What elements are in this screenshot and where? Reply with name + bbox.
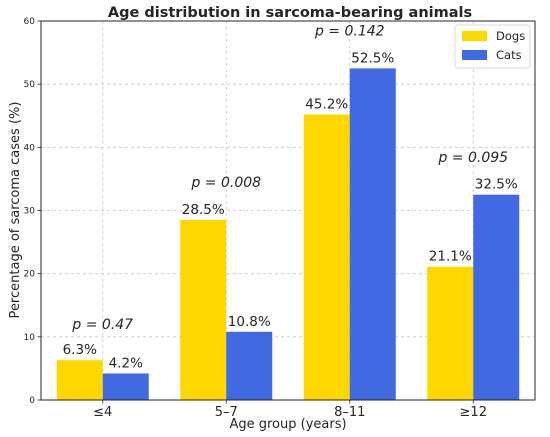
p-value-annotation-3: p = 0.095 (437, 150, 508, 166)
data-label-dogs-3: 21.1% (429, 249, 472, 265)
x-tick-label: ≥12 (460, 405, 487, 420)
data-labels: 6.3% 4.2% 28.5% 10.8% 45.2% 52.5% 21.1% 32.5% (63, 50, 518, 371)
bar-dogs-2 (303, 114, 350, 400)
p-value-annotation-2: p = 0.142 (314, 23, 385, 39)
data-label-cats-0: 4.2% (109, 355, 143, 371)
data-label-dogs-2: 45.2% (305, 96, 348, 112)
bar-dogs-1 (180, 219, 227, 400)
legend-label-dogs: Dogs (496, 29, 525, 43)
bars (56, 68, 520, 400)
bar-cats-0 (102, 373, 149, 400)
chart-title: Age distribution in sarcoma-bearing anim… (108, 5, 472, 21)
x-axis-label: Age group (years) (229, 417, 346, 432)
legend: Dogs Cats (454, 24, 531, 69)
bar-cats-1 (226, 331, 273, 400)
x-tick-label: 5–7 (215, 405, 238, 420)
x-tick-label: 8–11 (334, 405, 365, 420)
data-label-dogs-0: 6.3% (63, 342, 97, 358)
data-label-cats-2: 52.5% (351, 50, 394, 66)
grid (41, 21, 535, 400)
bar-dogs-0 (56, 360, 103, 400)
y-tick-label: 10 (24, 333, 36, 343)
x-tick-label: ≤4 (93, 405, 112, 420)
data-label-cats-3: 32.5% (475, 177, 518, 193)
x-axis-ticks: ≤4 5–7 8–11 ≥12 (93, 400, 487, 420)
legend-swatch-cats (462, 50, 487, 60)
bar-cats-2 (349, 68, 396, 400)
p-value-annotation-0: p = 0.47 (71, 317, 133, 333)
y-tick-label: 20 (24, 270, 36, 280)
y-tick-label: 0 (29, 396, 35, 406)
data-label-dogs-1: 28.5% (182, 202, 225, 218)
y-tick-label: 40 (24, 143, 36, 153)
y-axis-ticks: 0 10 20 30 40 50 60 (24, 17, 41, 406)
annotations: p = 0.47 p = 0.008 p = 0.142 p = 0.095 (71, 23, 508, 333)
p-value-annotation-1: p = 0.008 (190, 175, 261, 191)
legend-swatch-dogs (462, 31, 487, 41)
y-tick-label: 30 (24, 207, 36, 217)
bar-cats-3 (473, 194, 520, 400)
data-label-cats-1: 10.8% (228, 314, 271, 330)
y-tick-label: 60 (24, 17, 36, 27)
bar-dogs-3 (427, 266, 474, 400)
legend-label-cats: Cats (496, 48, 522, 62)
y-axis-label: Percentage of sarcoma cases (%) (8, 102, 23, 319)
y-tick-label: 50 (24, 80, 36, 90)
